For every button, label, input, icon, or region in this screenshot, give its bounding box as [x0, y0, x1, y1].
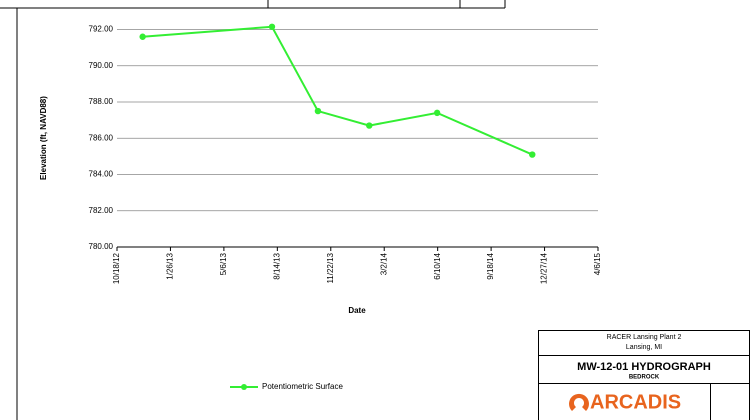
legend-label: Potentiometric Surface — [262, 382, 343, 391]
x-tick-label: 5/6/13 — [219, 252, 228, 275]
y-axis-label: Elevation (ft, NAVD88) — [39, 96, 48, 180]
page-frame — [0, 0, 506, 420]
data-point — [268, 23, 276, 30]
x-tick-label: 1/26/13 — [166, 252, 175, 279]
logo-icon — [569, 393, 589, 411]
x-tick-label: 12/27/14 — [540, 252, 549, 284]
x-axis-label: Date — [348, 306, 366, 315]
x-tick-label: 11/22/13 — [326, 252, 335, 283]
data-point — [314, 107, 322, 115]
y-tick-label: 782.00 — [89, 206, 114, 215]
logo: ARCADIS — [590, 391, 681, 413]
x-tick-label: 6/10/14 — [433, 252, 442, 279]
data-point — [366, 122, 373, 129]
project-name: RACER Lansing Plant 2 — [607, 334, 682, 341]
y-tick-label: 788.00 — [89, 97, 114, 106]
y-tick-label: 790.00 — [89, 61, 114, 70]
x-tick-label: 3/2/14 — [379, 252, 388, 275]
y-tick-label: 786.00 — [89, 133, 114, 142]
project-location: Lansing, MI — [626, 344, 662, 351]
x-tick-label: 4/6/15 — [593, 252, 602, 275]
figure-title: MW-12-01 HYDROGRAPH — [577, 361, 711, 373]
x-tick-label: 10/18/12 — [112, 252, 121, 284]
x-tick-label: 8/14/13 — [272, 252, 281, 279]
y-tick-label: 792.00 — [89, 25, 114, 34]
figure-subtitle: BEDROCK — [629, 375, 660, 381]
y-tick-label: 784.00 — [89, 170, 114, 179]
y-tick-label: 780.00 — [89, 242, 114, 251]
data-point — [139, 33, 146, 40]
data-point — [433, 109, 441, 117]
title-block: RACER Lansing Plant 2 Lansing, MI MW-12-… — [538, 330, 750, 420]
series-line — [142, 25, 533, 156]
legend-marker — [241, 384, 247, 390]
data-point — [529, 151, 536, 158]
x-tick-label: 9/18/14 — [486, 252, 495, 279]
